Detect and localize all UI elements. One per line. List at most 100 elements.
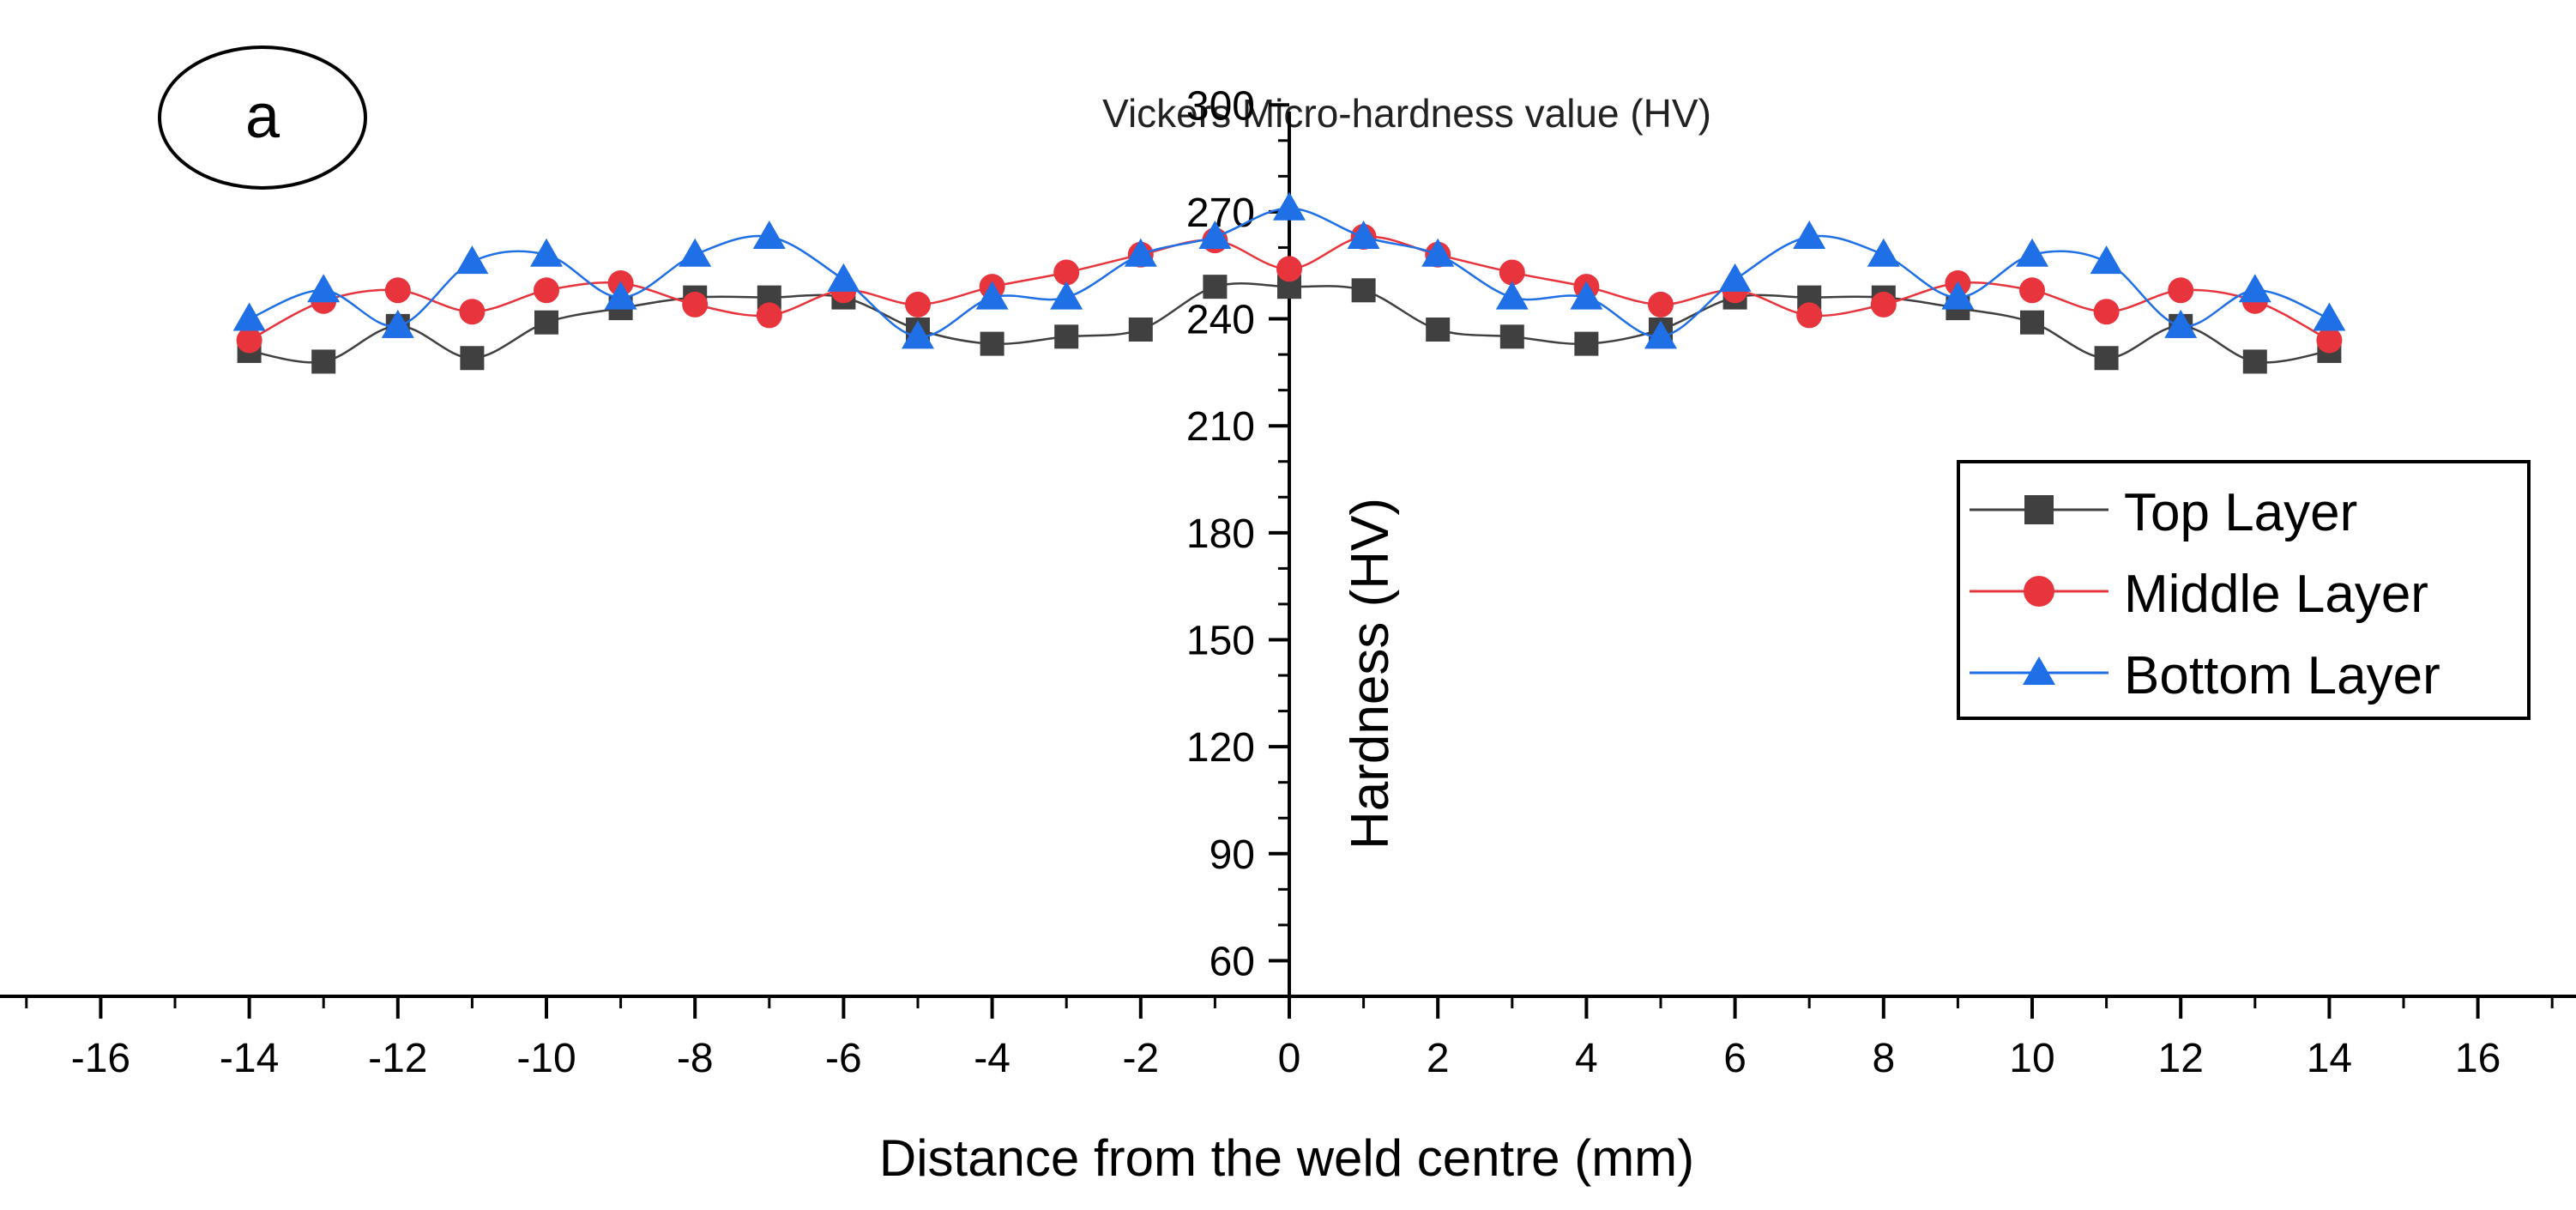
data-point-bottom-layer bbox=[2164, 309, 2198, 338]
axes: -16 -14 -12 -10 -8 -6 -4 -2 0 2 4 6 8 10 12 14 16 60 90 120… bbox=[0, 83, 2576, 1081]
data-point-bottom-layer bbox=[679, 238, 712, 267]
legend-marker-middle-layer bbox=[2024, 576, 2054, 607]
data-point-bottom-layer bbox=[1644, 320, 1677, 349]
x-tick-label: -8 bbox=[677, 1036, 714, 1081]
panel-label: a bbox=[158, 45, 367, 190]
x-tick-label: 16 bbox=[2455, 1036, 2501, 1081]
x-tick-label: -2 bbox=[1122, 1036, 1159, 1081]
data-point-top-layer bbox=[534, 310, 558, 335]
data-point-top-layer bbox=[1351, 278, 1376, 303]
data-point-bottom-layer bbox=[604, 281, 637, 310]
data-point-middle-layer bbox=[1870, 291, 1897, 318]
data-point-bottom-layer bbox=[1273, 191, 1306, 221]
data-point-middle-layer bbox=[384, 277, 411, 304]
data-point-bottom-layer bbox=[975, 281, 1009, 310]
data-point-middle-layer bbox=[534, 277, 559, 304]
data-point-top-layer bbox=[1054, 324, 1079, 349]
data-point-middle-layer bbox=[1276, 256, 1302, 282]
y-tick-label: 270 bbox=[1186, 191, 1255, 236]
data-point-bottom-layer bbox=[752, 220, 786, 249]
y-tick-label: 180 bbox=[1186, 511, 1255, 557]
x-tick-label: 4 bbox=[1575, 1036, 1598, 1081]
data-point-bottom-layer bbox=[1347, 220, 1380, 249]
data-point-top-layer bbox=[460, 346, 485, 371]
data-point-bottom-layer bbox=[455, 245, 489, 275]
panel-label-text: a bbox=[245, 82, 281, 151]
data-point-bottom-layer bbox=[827, 263, 860, 292]
legend-label-top-layer: Top Layer bbox=[2124, 483, 2357, 542]
data-point-middle-layer bbox=[682, 291, 709, 318]
chart-title: Vickers Micro-hardness value (HV) bbox=[1102, 91, 1711, 136]
data-point-bottom-layer bbox=[2016, 238, 2048, 267]
data-point-bottom-layer bbox=[2313, 302, 2346, 331]
data-point-bottom-layer bbox=[1718, 263, 1752, 292]
x-tick-label: 2 bbox=[1427, 1036, 1450, 1081]
x-tick-label: 14 bbox=[2307, 1036, 2352, 1081]
series-layer bbox=[232, 191, 2346, 374]
data-point-middle-layer bbox=[1648, 291, 1674, 318]
data-point-middle-layer bbox=[2168, 277, 2194, 304]
legend-label-middle-layer: Middle Layer bbox=[2124, 565, 2428, 624]
data-point-top-layer bbox=[311, 349, 336, 374]
x-tick-label: -6 bbox=[825, 1036, 862, 1081]
data-point-middle-layer bbox=[1796, 302, 1823, 329]
data-point-middle-layer bbox=[756, 302, 782, 329]
data-point-top-layer bbox=[2242, 349, 2267, 374]
y-tick-label: 300 bbox=[1186, 83, 1255, 129]
data-point-bottom-layer bbox=[1050, 281, 1083, 310]
legend: Top Layer Middle Layer Bottom Layer bbox=[1957, 460, 2531, 720]
y-tick-label: 60 bbox=[1210, 939, 1255, 984]
data-point-bottom-layer bbox=[902, 320, 934, 349]
data-point-bottom-layer bbox=[381, 309, 414, 338]
y-tick-label: 210 bbox=[1186, 404, 1255, 450]
data-point-middle-layer bbox=[1053, 259, 1080, 286]
data-point-bottom-layer bbox=[1941, 281, 1975, 310]
x-tick-label: 10 bbox=[2009, 1036, 2054, 1081]
y-tick-label: 150 bbox=[1186, 619, 1255, 664]
panel-label-circle bbox=[158, 45, 367, 190]
data-point-middle-layer bbox=[459, 299, 486, 325]
series-bottom-layer bbox=[232, 191, 2346, 349]
x-tick-label: 12 bbox=[2158, 1036, 2204, 1081]
data-point-middle-layer bbox=[236, 327, 262, 354]
data-point-bottom-layer bbox=[1867, 238, 1900, 267]
data-point-top-layer bbox=[2094, 346, 2119, 371]
data-point-bottom-layer bbox=[307, 274, 341, 303]
data-point-middle-layer bbox=[2316, 327, 2343, 354]
y-tick-label: 90 bbox=[1210, 832, 1255, 878]
y-tick-label: 120 bbox=[1186, 725, 1255, 771]
x-tick-label: -16 bbox=[71, 1036, 130, 1081]
data-point-top-layer bbox=[1574, 331, 1599, 356]
data-point-top-layer bbox=[1203, 275, 1228, 299]
data-point-top-layer bbox=[1499, 324, 1524, 349]
legend-marker-bottom-layer bbox=[2023, 656, 2055, 685]
data-point-bottom-layer bbox=[530, 238, 563, 267]
x-tick-label: 0 bbox=[1278, 1036, 1301, 1081]
data-point-middle-layer bbox=[1499, 259, 1525, 286]
x-tick-label: -12 bbox=[368, 1036, 427, 1081]
data-point-top-layer bbox=[980, 331, 1004, 356]
data-point-middle-layer bbox=[2019, 277, 2045, 304]
legend-marker-top-layer bbox=[2024, 495, 2054, 524]
data-point-top-layer bbox=[2020, 310, 2044, 335]
data-point-bottom-layer bbox=[1793, 220, 1826, 249]
data-point-bottom-layer bbox=[1570, 281, 1603, 310]
data-point-bottom-layer bbox=[2238, 274, 2271, 303]
y-tick-label: 240 bbox=[1186, 298, 1255, 343]
data-point-middle-layer bbox=[2093, 299, 2120, 325]
data-point-bottom-layer bbox=[2090, 245, 2123, 275]
x-tick-label: 6 bbox=[1723, 1036, 1746, 1081]
data-point-bottom-layer bbox=[1495, 281, 1529, 310]
x-tick-label: -14 bbox=[220, 1036, 279, 1081]
x-tick-label: -4 bbox=[974, 1036, 1010, 1081]
legend-label-bottom-layer: Bottom Layer bbox=[2124, 646, 2440, 705]
data-point-bottom-layer bbox=[1124, 238, 1157, 267]
data-point-bottom-layer bbox=[1198, 220, 1232, 249]
x-tick-label: 8 bbox=[1872, 1036, 1895, 1081]
data-point-top-layer bbox=[1128, 318, 1153, 342]
data-point-bottom-layer bbox=[1421, 238, 1455, 267]
data-point-bottom-layer bbox=[232, 302, 266, 331]
x-axis-label: Distance from the weld centre (mm) bbox=[879, 1129, 1694, 1187]
data-point-middle-layer bbox=[905, 291, 931, 318]
